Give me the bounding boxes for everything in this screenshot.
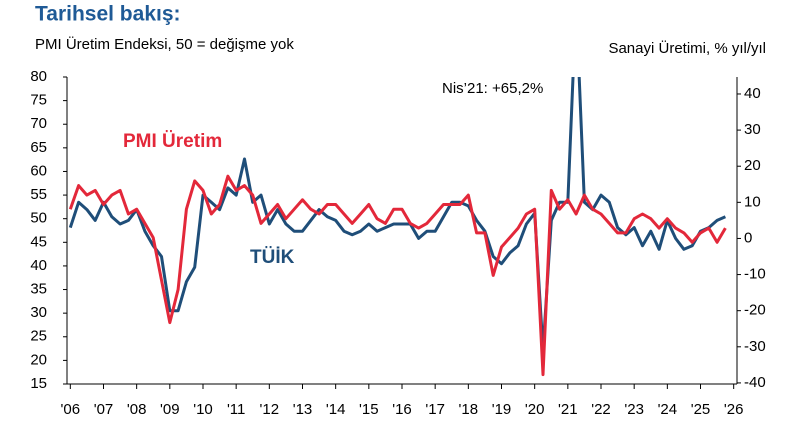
x-tick-label: '16 bbox=[392, 401, 412, 418]
y2-tick-label: -40 bbox=[744, 374, 766, 391]
x-tick-label: '24 bbox=[658, 401, 678, 418]
x-tick-label: '07 bbox=[94, 401, 114, 418]
y-tick-label: 35 bbox=[30, 281, 47, 298]
y-tick-label: 55 bbox=[30, 186, 47, 203]
y-tick-label: 70 bbox=[30, 115, 47, 132]
y-tick-label: 50 bbox=[30, 210, 47, 227]
x-tick-label: '09 bbox=[160, 401, 180, 418]
y2-tick-label: -30 bbox=[744, 338, 766, 355]
y-tick-label: 45 bbox=[30, 233, 47, 250]
y-tick-label: 30 bbox=[30, 304, 47, 321]
x-tick-label: '20 bbox=[525, 401, 545, 418]
y-tick-label: 15 bbox=[30, 375, 47, 392]
y2-tick-label: 20 bbox=[744, 157, 761, 174]
x-tick-label: '13 bbox=[293, 401, 313, 418]
plot-area bbox=[68, 77, 727, 377]
y-tick-label: 60 bbox=[30, 162, 47, 179]
y2-tick-label: -20 bbox=[744, 302, 766, 319]
x-tick-label: '10 bbox=[193, 401, 213, 418]
y2-tick-label: 30 bbox=[744, 121, 761, 138]
x-tick-label: '21 bbox=[558, 401, 578, 418]
y-tick-label: 20 bbox=[30, 351, 47, 368]
chart-title: Tarihsel bakış: bbox=[35, 3, 181, 26]
y-tick-label: 80 bbox=[30, 68, 47, 85]
x-tick-label: '18 bbox=[459, 401, 479, 418]
x-tick-label: '17 bbox=[425, 401, 445, 418]
y-tick-label: 25 bbox=[30, 328, 47, 345]
x-tick-label: '26 bbox=[724, 401, 744, 418]
y-tick-label: 75 bbox=[30, 92, 47, 109]
y2-tick-label: -10 bbox=[744, 266, 766, 283]
x-tick-label: '22 bbox=[591, 401, 611, 418]
y2-axis-label: Sanayi Üretimi, % yıl/yıl bbox=[608, 39, 766, 57]
x-tick-label: '19 bbox=[492, 401, 512, 418]
x-tick-label: '06 bbox=[61, 401, 81, 418]
x-tick-label: '12 bbox=[260, 401, 280, 418]
y-tick-label: 40 bbox=[30, 257, 47, 274]
series-line bbox=[68, 77, 726, 352]
y2-tick-label: 40 bbox=[744, 85, 761, 102]
x-tick-label: '14 bbox=[326, 401, 346, 418]
x-tick-label: '23 bbox=[624, 401, 644, 418]
x-tick-label: '15 bbox=[359, 401, 379, 418]
x-tick-label: '08 bbox=[127, 401, 147, 418]
y2-tick-label: 0 bbox=[744, 229, 752, 246]
series-label: TÜİK bbox=[250, 247, 295, 268]
y2-tick-label: 10 bbox=[744, 193, 761, 210]
y-tick-label: 65 bbox=[30, 139, 47, 156]
annotation: Nis’21: +65,2% bbox=[442, 80, 543, 97]
chart-subtitle: PMI Üretim Endeksi, 50 = değişme yok bbox=[35, 35, 294, 53]
x-tick-label: '11 bbox=[227, 401, 245, 418]
series-line bbox=[68, 174, 727, 377]
series-label: PMI Üretim bbox=[123, 131, 222, 152]
x-tick-label: '25 bbox=[691, 401, 711, 418]
